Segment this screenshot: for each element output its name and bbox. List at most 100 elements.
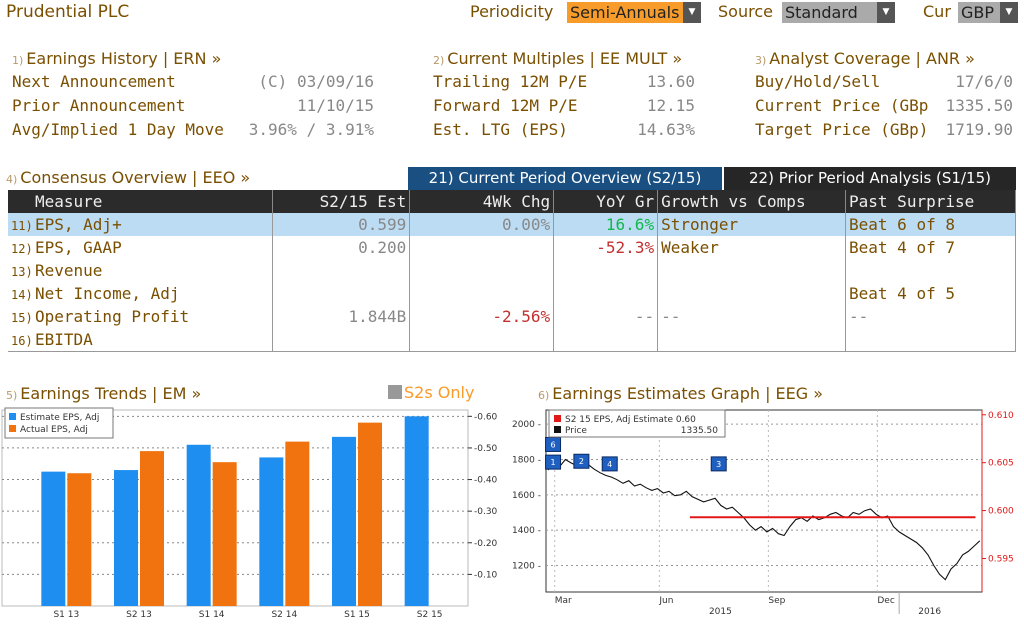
- y-tick-label-right: 0.605: [988, 459, 1014, 469]
- estimate-cell: [272, 259, 411, 282]
- legend-label: Price: [565, 426, 587, 436]
- col-header-yoy-growth[interactable]: YoY Gr: [553, 190, 659, 213]
- legend-swatch: [9, 425, 16, 432]
- current-multiples-title[interactable]: 2) Current Multiples | EE MULT »: [433, 49, 683, 68]
- stat-value: 17/6/0: [955, 72, 1013, 91]
- legend-box: [4, 407, 114, 439]
- stat-value: 3.96% / 3.91%: [248, 120, 374, 139]
- comps-cell: Stronger: [657, 213, 847, 236]
- currency-value: GBP: [961, 3, 995, 22]
- x-tick-label: S1 13: [53, 610, 79, 620]
- bar-actual: [285, 441, 310, 606]
- comps-cell: --: [657, 305, 847, 328]
- stat-value: 12.15: [646, 96, 695, 115]
- stat-row: Prior Announcement 11/10/15: [12, 96, 382, 120]
- stat-row: Forward 12M P/E 12.15: [433, 96, 698, 120]
- stat-row: Buy/Hold/Sell 17/6/0: [755, 72, 1013, 96]
- surprise-cell: Beat 6 of 8: [845, 213, 1016, 236]
- legend-label: Estimate EPS, Adj: [20, 413, 99, 423]
- measure-label: Operating Profit: [35, 307, 190, 326]
- chg-cell: [409, 236, 555, 259]
- event-marker-label: 6: [550, 440, 555, 449]
- filter-checkbox[interactable]: [388, 385, 402, 399]
- analyst-coverage-panel: 3) Analyst Coverage | ANR » Buy/Hold/Sell…: [755, 49, 1013, 144]
- chg-cell: [409, 282, 555, 305]
- bar-estimate: [259, 457, 284, 606]
- bar-actual: [140, 451, 164, 606]
- stat-value: 13.60: [646, 72, 695, 91]
- event-marker-label: 4: [607, 460, 612, 469]
- estimates-graph-title[interactable]: 6) Earnings Estimates Graph | EEG »: [538, 384, 824, 403]
- col-header-measure[interactable]: Measure: [8, 190, 274, 213]
- yoy-cell: 16.6%: [553, 213, 659, 236]
- stat-value: 1719.90: [945, 120, 1013, 139]
- stat-value: 14.63%: [637, 120, 695, 139]
- source-dropdown[interactable]: Standard ▼: [782, 2, 895, 23]
- plot-area: [545, 409, 983, 593]
- chg-cell: [409, 259, 555, 282]
- stat-row: Avg/Implied 1 Day Move 3.96% / 3.91%: [12, 120, 382, 144]
- event-marker-label: 3: [716, 460, 721, 469]
- periodicity-dropdown[interactable]: Semi-Annuals ▼: [567, 2, 701, 23]
- earnings-trends-chart: -0.10 -0.20 -0.30 -0.40 -0.50 -0.60 S1 13 S2 13…: [1, 407, 498, 620]
- s2s-only-label: S2s Only: [404, 383, 475, 402]
- top-bar: Prudential PLC Periodicity Semi-Annuals …: [0, 0, 1024, 26]
- current-multiples-panel: 2) Current Multiples | EE MULT » Trailing…: [433, 49, 698, 144]
- legend-box: [548, 409, 726, 438]
- y-tick-label: -0.20: [474, 539, 498, 549]
- table-row[interactable]: 14) Net Income, Adj Beat 4 of 5: [8, 282, 1016, 305]
- earnings-history-title[interactable]: 1) Earnings History | ERN »: [12, 49, 222, 68]
- estimate-cell: [272, 328, 411, 351]
- bar-estimate: [41, 471, 66, 606]
- x-tick-label: S2 13: [126, 610, 152, 620]
- table-row[interactable]: 12) EPS, GAAP 0.200 -52.3% Weaker Beat 4 …: [8, 236, 1016, 259]
- yoy-cell: [553, 282, 659, 305]
- periodicity-value: Semi-Annuals: [570, 3, 680, 22]
- comps-cell: Weaker: [657, 236, 847, 259]
- estimate-cell: 0.599: [272, 213, 411, 236]
- earnings-trends-title[interactable]: 5) Earnings Trends | EM »: [6, 384, 202, 403]
- legend-swatch: [554, 426, 561, 433]
- x-tick-label: Jun: [658, 596, 673, 606]
- x-tick-label: S2 14: [271, 610, 297, 620]
- col-header-4wk-chg[interactable]: 4Wk Chg: [409, 190, 555, 213]
- stat-row: Current Price (GBp 1335.50: [755, 96, 1013, 120]
- stat-label: Forward 12M P/E: [433, 96, 578, 115]
- col-header-past-surprise[interactable]: Past Surprise: [845, 190, 1016, 213]
- comps-cell: [657, 328, 847, 351]
- currency-dropdown[interactable]: GBP ▼: [958, 2, 1018, 23]
- legend-label: Actual EPS, Adj: [20, 425, 88, 435]
- y-tick-label-right: 0.595: [988, 554, 1014, 564]
- legend-value: 1335.50: [681, 426, 718, 436]
- chevron-down-icon: ▼: [1000, 2, 1018, 23]
- stat-row: Trailing 12M P/E 13.60: [433, 72, 698, 96]
- col-header-estimate[interactable]: S2/15 Est: [272, 190, 411, 213]
- x-tick-label: S2 15: [417, 610, 443, 620]
- analyst-coverage-title[interactable]: 3) Analyst Coverage | ANR »: [755, 49, 975, 68]
- surprise-cell: [845, 328, 1016, 351]
- bar-actual: [212, 462, 237, 606]
- table-row[interactable]: 11) EPS, Adj+ 0.599 0.00% 16.6% Stronger …: [8, 213, 1016, 236]
- row-number: 16): [11, 333, 33, 348]
- table-row[interactable]: 13) Revenue: [8, 259, 1016, 282]
- surprise-cell: [845, 259, 1016, 282]
- measure-label: EBITDA: [35, 329, 93, 349]
- surprise-cell: Beat 4 of 5: [845, 282, 1016, 305]
- comps-cell: [657, 259, 847, 282]
- tab-current-period[interactable]: 21) Current Period Overview (S2/15): [408, 167, 722, 190]
- stat-label: Target Price (GBp): [755, 120, 929, 139]
- yoy-cell: [553, 328, 659, 351]
- stat-label: Trailing 12M P/E: [433, 72, 588, 91]
- stat-value: (C) 03/09/16: [258, 72, 374, 91]
- y-tick-label: -0.50: [474, 444, 498, 454]
- consensus-overview-title[interactable]: 4) Consensus Overview | EEO »: [6, 168, 251, 187]
- event-marker-label: 2: [579, 457, 584, 466]
- col-header-growth-vs-comps[interactable]: Growth vs Comps: [657, 190, 847, 213]
- table-row[interactable]: 16) EBITDA: [8, 328, 1016, 351]
- y-tick-label: -0.10: [474, 570, 498, 580]
- tab-prior-period[interactable]: 22) Prior Period Analysis (S1/15): [724, 167, 1016, 190]
- x-tick-label: S1 15: [344, 610, 370, 620]
- table-row[interactable]: 15) Operating Profit 1.844B -2.56% -- -- …: [8, 305, 1016, 328]
- row-number: 13): [11, 265, 33, 279]
- y-tick-label-left: 1400 -: [512, 526, 541, 536]
